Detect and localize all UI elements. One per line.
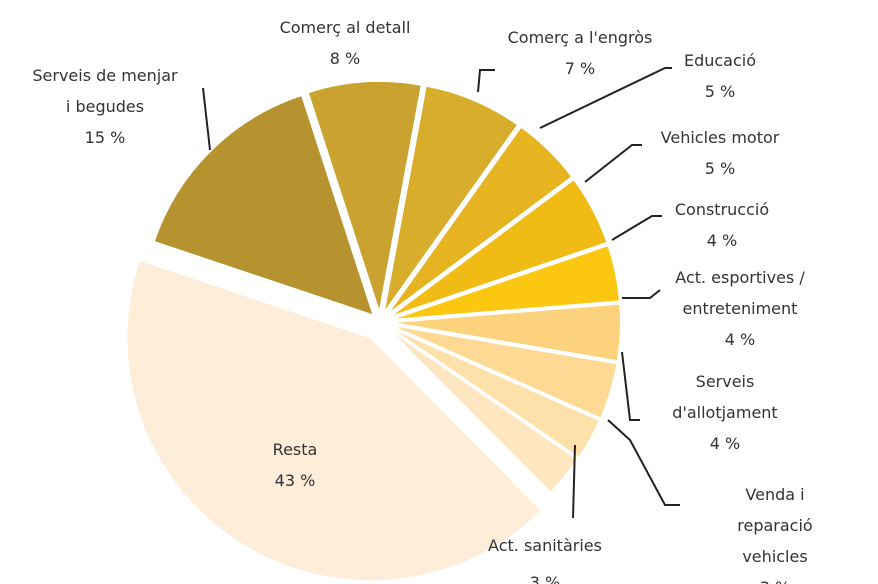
slice [385,125,574,317]
category-label: Act. esportives / entreteniment [675,268,805,318]
slice-label: Comerç a l'engròs 7 % [508,22,653,84]
category-label: Vehicles motor [660,128,780,147]
slice-label: Venda i reparació vehicles 3 % [724,479,827,584]
slice-label: Serveis d'allotjament 4 % [672,366,777,459]
slice-label: Act. esportives / entreteniment 4 % [675,262,804,355]
category-label: Serveis d'allotjament [672,372,778,422]
leader-line [572,444,576,519]
category-label: Construcció [674,200,770,219]
value-label: 8 % [329,49,361,68]
category-label: Resta [272,440,318,459]
value-label: 5 % [704,159,736,178]
slice [388,302,622,363]
leader-line [477,69,495,93]
category-label: Serveis de menjar i begudes [32,66,178,116]
slice [125,258,544,583]
value-label: 3 % [529,573,561,584]
value-label: 3 % [724,572,827,584]
slice-label: Serveis de menjar i begudes 15 % [32,60,177,153]
leader-line [621,351,640,421]
value-label: 4 % [724,330,756,349]
value-label: 15 % [84,128,126,147]
value-label: 43 % [274,471,316,490]
value-label: 5 % [704,82,736,101]
category-label: Venda i reparació vehicles [737,485,813,566]
slice [386,326,580,495]
value-label: 4 % [706,231,738,250]
slice [306,80,423,314]
slice-label: Educació 5 % [684,45,756,107]
category-label: Comerç a l'engròs [507,28,653,47]
slice-label: Resta 43 % [273,434,318,496]
slice [388,243,622,322]
slice [152,93,376,318]
leader-line [584,144,642,183]
slice [382,84,520,315]
slice-label: Vehicles motor 5 % [661,122,780,184]
value-label: 4 % [709,434,741,453]
leader-line [539,67,672,129]
category-label: Comerç al detall [279,18,411,37]
leader-line [202,87,211,151]
category-label: Act. sanitàries [488,536,602,555]
value-label: 7 % [564,59,596,78]
leader-line [622,289,661,299]
slice [388,323,619,420]
slice [387,177,609,319]
category-label: Educació [683,51,757,70]
slice-label: Act. sanitàries 3 % [488,530,602,584]
leader-lines [202,67,680,519]
slice-label: Construcció 4 % [675,194,769,256]
slice-label: Comerç al detall 8 % [280,12,411,74]
leader-line [611,215,662,241]
slice [387,325,602,460]
leader-line [607,419,680,506]
